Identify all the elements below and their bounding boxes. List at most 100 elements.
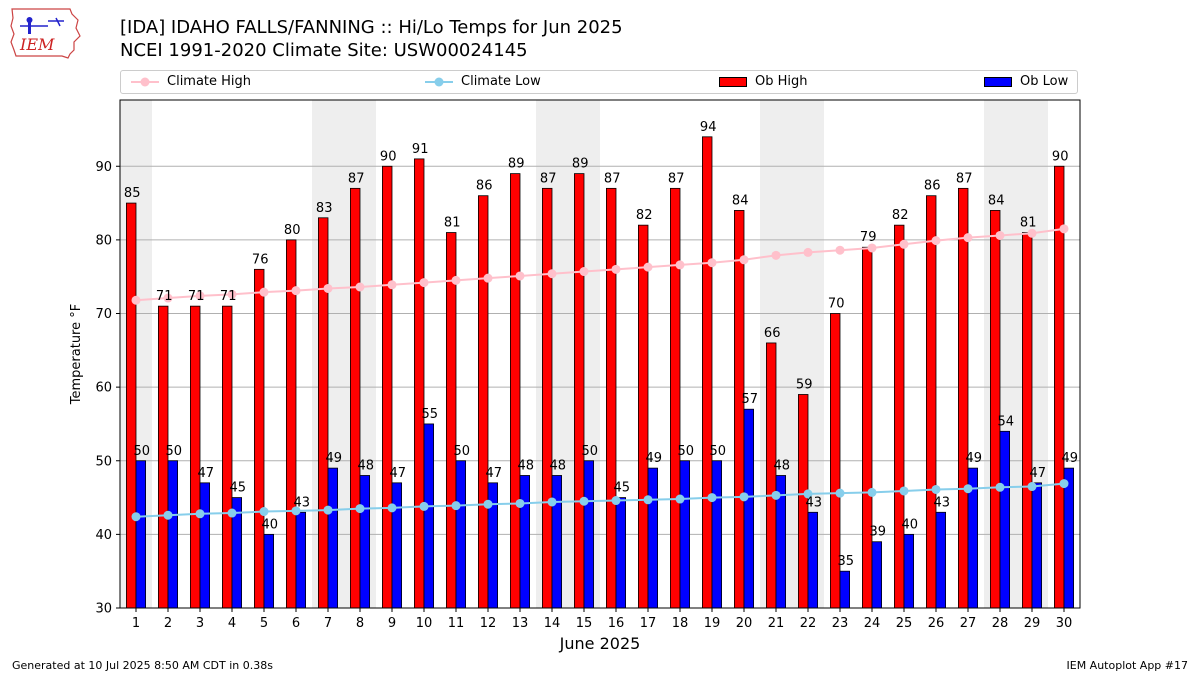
ob-low-bar-20 [743, 408, 755, 609]
ob-high-bar-15 [574, 173, 585, 609]
ob-low-label-7: 49 [326, 451, 343, 466]
ob-low-bar-24 [871, 541, 883, 609]
ob-low-label-4: 45 [230, 481, 247, 496]
ob-high-bar-7 [317, 217, 329, 609]
ob-high-bar-1 [126, 202, 137, 609]
climate-high-point-21 [771, 250, 781, 260]
climate-high-point-22 [803, 247, 813, 257]
x-tick-label-9: 9 [388, 616, 396, 631]
ob-low-label-27: 49 [966, 451, 983, 466]
chart-subtitle: NCEI 1991-2020 Climate Site: USW00024145 [120, 40, 528, 61]
x-tick-label-23: 23 [832, 616, 849, 631]
x-tick-label-14: 14 [544, 616, 561, 631]
x-tick-label-3: 3 [196, 616, 204, 631]
ob-low-bar-16 [615, 497, 627, 609]
climate-low-point-17 [643, 495, 653, 505]
ob-high-label-1: 85 [124, 186, 141, 201]
x-tick-label-12: 12 [480, 616, 497, 631]
ob-low-label-24: 39 [870, 525, 887, 540]
ob-low-bar-15 [583, 460, 595, 609]
ob-high-label-22: 59 [796, 377, 813, 392]
x-tick-label-30: 30 [1056, 616, 1073, 631]
x-tick-label-7: 7 [324, 616, 332, 631]
ob-high-bar-12 [477, 195, 489, 609]
x-tick-label-25: 25 [896, 616, 913, 631]
ob-low-bar-2 [167, 460, 179, 609]
generated-timestamp: Generated at 10 Jul 2025 8:50 AM CDT in … [12, 659, 273, 672]
x-tick-label-28: 28 [992, 616, 1009, 631]
ob-low-label-2: 50 [166, 444, 183, 459]
ob-high-bar-13 [509, 173, 521, 609]
ob-low-label-14: 48 [550, 458, 567, 473]
ob-high-label-27: 87 [956, 171, 973, 186]
climate-high-point-6 [291, 286, 301, 296]
legend-ob-high: Ob High [719, 74, 808, 89]
climate-low-point-4 [227, 508, 237, 518]
ob-low-swatch [984, 76, 1012, 87]
ob-high-label-7: 83 [316, 201, 333, 216]
ob-low-label-26: 43 [934, 495, 951, 510]
legend-climate-high: Climate High [131, 74, 251, 89]
legend-climate-low: Climate Low [425, 74, 541, 89]
ob-high-label-14: 87 [540, 171, 557, 186]
ob-low-bar-14 [551, 475, 563, 609]
ob-high-bar-16 [606, 187, 617, 609]
ob-low-bar-19 [711, 460, 723, 609]
ob-high-bar-25 [894, 224, 905, 609]
climate-high-point-30 [1059, 224, 1069, 234]
ob-high-bar-14 [542, 187, 553, 609]
ob-low-bar-8 [359, 475, 371, 609]
ob-high-label-12: 86 [476, 179, 493, 194]
ob-low-label-6: 43 [294, 495, 311, 510]
legend-ob-low-label: Ob Low [1020, 74, 1069, 89]
climate-low-point-29 [1027, 482, 1037, 492]
x-tick-label-18: 18 [672, 616, 689, 631]
climate-low-point-18 [675, 494, 685, 504]
climate-low-point-16 [611, 496, 621, 506]
climate-high-point-3 [195, 291, 205, 301]
climate-low-point-5 [259, 507, 269, 517]
ob-low-bar-6 [295, 511, 307, 609]
ob-high-label-21: 66 [764, 326, 781, 341]
climate-low-point-28 [995, 482, 1005, 492]
climate-high-point-2 [163, 293, 173, 303]
ob-high-label-30: 90 [1052, 149, 1069, 164]
ob-high-label-24: 79 [860, 230, 877, 245]
ob-high-bar-11 [445, 232, 457, 609]
ob-high-bar-18 [670, 187, 681, 609]
ob-low-label-21: 48 [774, 458, 791, 473]
climate-low-line [135, 482, 1065, 518]
climate-high-point-25 [899, 239, 909, 249]
ob-high-bar-5 [253, 268, 265, 609]
ob-high-label-11: 81 [444, 216, 461, 231]
climate-low-point-7 [323, 505, 333, 515]
climate-low-point-10 [419, 501, 429, 511]
ob-high-label-23: 70 [828, 297, 845, 312]
ob-low-bar-18 [679, 460, 691, 609]
x-tick-label-1: 1 [132, 616, 140, 631]
climate-high-point-8 [355, 282, 365, 292]
ob-low-label-29: 47 [1030, 466, 1047, 481]
ob-low-bar-1 [135, 460, 147, 609]
climate-high-point-15 [579, 267, 589, 277]
legend: Climate High Climate Low Ob High Ob Low [120, 70, 1078, 94]
ob-low-label-20: 57 [742, 392, 759, 407]
ob-low-label-10: 55 [422, 407, 439, 422]
ob-low-label-13: 48 [518, 458, 535, 473]
ob-high-label-29: 81 [1020, 216, 1037, 231]
app-id: IEM Autoplot App #17 [1066, 659, 1189, 672]
ob-low-bar-5 [263, 533, 275, 609]
x-tick-label-21: 21 [768, 616, 785, 631]
ob-low-bar-11 [455, 460, 467, 609]
x-tick-label-19: 19 [704, 616, 721, 631]
climate-high-point-5 [259, 287, 269, 297]
y-tick-label-70: 70 [95, 307, 112, 322]
climate-high-point-23 [835, 245, 845, 255]
climate-low-point-23 [835, 488, 845, 498]
climate-low-point-26 [931, 484, 941, 494]
climate-low-point-15 [579, 496, 589, 506]
climate-low-point-9 [387, 503, 397, 513]
ob-high-label-28: 84 [988, 193, 1005, 208]
ob-high-bar-29 [1022, 232, 1033, 609]
